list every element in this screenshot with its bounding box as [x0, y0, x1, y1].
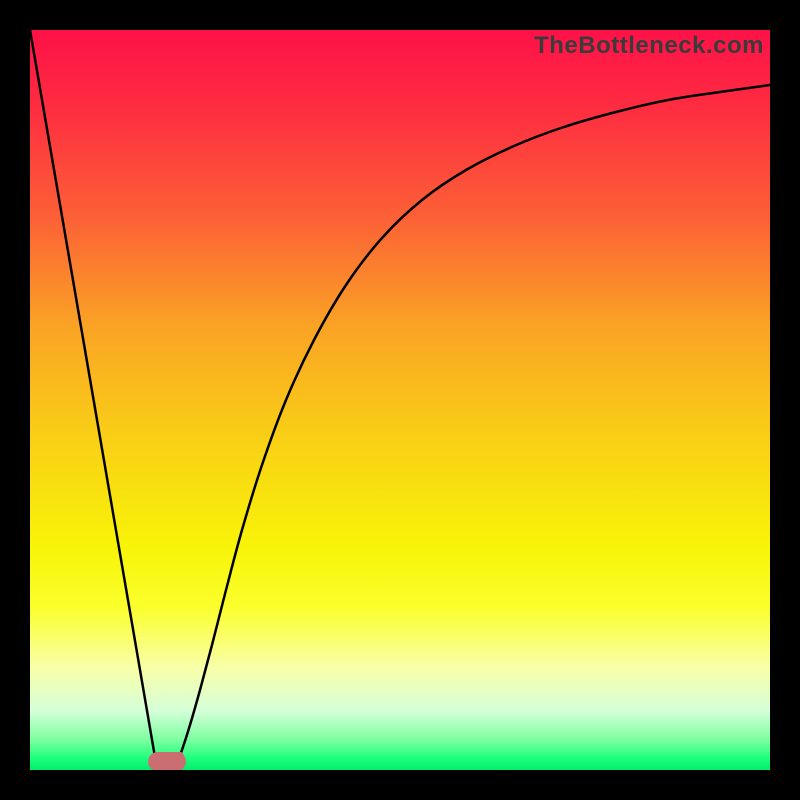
background-gradient: [30, 30, 770, 770]
watermark-text: TheBottleneck.com: [534, 32, 764, 60]
plot-area: TheBottleneck.com: [30, 30, 770, 770]
chart-frame: TheBottleneck.com: [0, 0, 800, 800]
